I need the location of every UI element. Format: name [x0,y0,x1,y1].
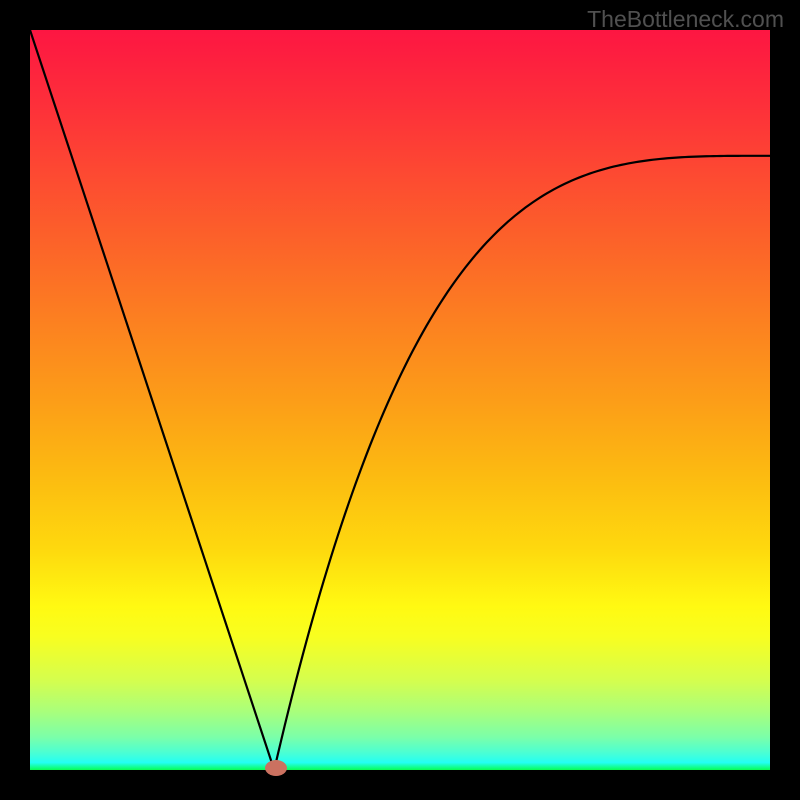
chart-container: TheBottleneck.com [0,0,800,800]
gradient-background [30,30,770,770]
attribution-text: TheBottleneck.com [587,6,784,33]
optimum-marker [265,760,287,776]
